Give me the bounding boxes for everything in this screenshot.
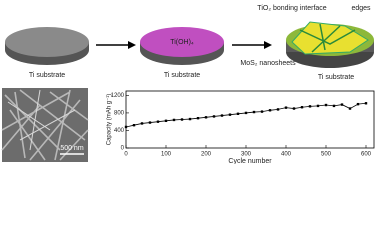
data-point [252, 110, 256, 114]
coated-disk [140, 27, 224, 65]
x-tick-label: 0 [124, 152, 128, 158]
plot-frame [125, 90, 375, 149]
data-point [220, 114, 224, 117]
step3-label: Ti substrate [318, 74, 354, 81]
data-point [180, 118, 184, 121]
data-point [308, 105, 312, 108]
coating-label: Ti(OH)₄ [170, 39, 194, 46]
y-tick-label: 400 [114, 128, 125, 134]
nanosheets-label: MoS₂ nanosheets [240, 60, 296, 67]
ti-disk [5, 27, 89, 65]
data-point [164, 119, 168, 123]
data-point [228, 113, 232, 116]
data-point [292, 107, 296, 110]
data-point [356, 102, 360, 106]
sem-image [1, 88, 89, 162]
x-tick-label: 600 [361, 152, 372, 158]
y-axis-label: Capacity (mAh g⁻¹) [107, 94, 113, 146]
figure: Ti substrate Ti(OH)₄ Ti substrate TiO₂ b… [1, 5, 375, 164]
y-tick-label: 800 [114, 111, 125, 117]
data-point [204, 116, 208, 119]
x-axis-label: Cycle number [228, 158, 272, 164]
x-tick-label: 500 [321, 152, 332, 158]
step2-label: Ti substrate [164, 72, 200, 79]
data-point [364, 102, 368, 105]
data-point [244, 111, 248, 115]
edges-label: edges [351, 5, 371, 12]
mos2-disk [286, 21, 374, 68]
data-point [212, 115, 216, 118]
step1-label: Ti substrate [29, 72, 65, 79]
arrow-head [128, 41, 136, 49]
x-tick-label: 100 [161, 152, 172, 158]
y-tick-label: 0 [121, 146, 125, 152]
arrow-head [264, 41, 272, 49]
data-point [172, 118, 176, 122]
x-tick-label: 200 [201, 152, 212, 158]
data-point [156, 120, 160, 123]
interface-label: TiO₂ bonding interface [257, 5, 326, 12]
data-point [196, 116, 200, 120]
x-tick-label: 300 [241, 152, 252, 158]
data-point [276, 108, 280, 111]
data-point [268, 109, 272, 112]
data-point [348, 107, 352, 110]
data-point [324, 103, 328, 107]
data-point [188, 117, 192, 121]
data-point [332, 104, 336, 108]
data-point [236, 112, 240, 115]
data-point [284, 106, 288, 109]
x-tick-label: 400 [281, 152, 292, 158]
data-point [132, 124, 136, 127]
data-point [340, 103, 344, 106]
data-point [260, 110, 264, 113]
scale-bar-label: 500 nm [60, 145, 84, 152]
data-point [124, 125, 128, 129]
data-point [148, 121, 152, 124]
data-point [300, 106, 304, 109]
data-line [125, 102, 367, 128]
data-point [140, 122, 144, 125]
y-tick-label: 1200 [111, 93, 125, 99]
data-point [316, 104, 320, 108]
